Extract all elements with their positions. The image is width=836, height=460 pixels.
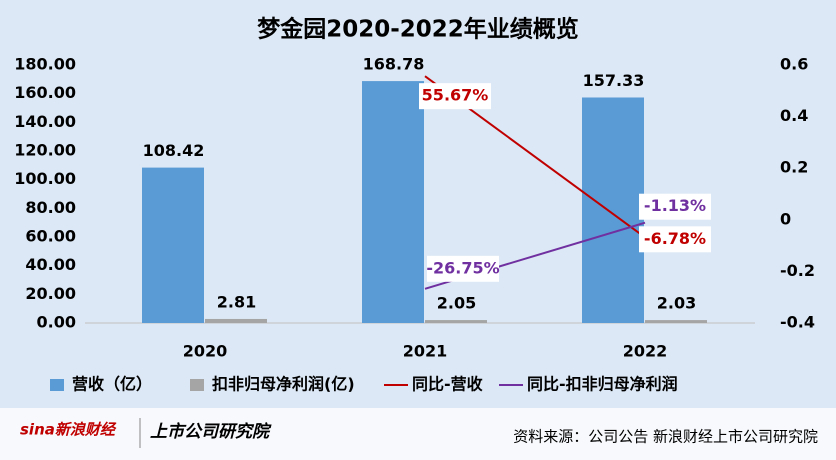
legend-label: 同比-扣非归母净利润: [527, 375, 678, 394]
y2-tick-label: 0.2: [780, 158, 808, 177]
y-tick-label: 80.00: [25, 198, 76, 217]
bar-value-label: 2.03: [657, 294, 696, 313]
line-value-label: -1.13%: [644, 196, 706, 215]
label-box: [419, 83, 491, 110]
bar-value-label: 108.42: [143, 141, 205, 160]
y-tick-label: 120.00: [14, 141, 76, 160]
footer-background: [0, 408, 836, 460]
bar-value-label: 157.33: [583, 71, 645, 90]
y-tick-label: 20.00: [25, 284, 76, 303]
brand-logo: 上市公司研究院: [150, 422, 272, 442]
bar: [142, 167, 204, 323]
y2-tick-label: -0.2: [780, 261, 815, 280]
brand-logo: sina新浪财经: [20, 421, 117, 439]
y-tick-label: 140.00: [14, 112, 76, 131]
y-tick-label: 160.00: [14, 83, 76, 102]
y2-tick-label: -0.4: [780, 313, 815, 332]
label-box: [639, 226, 711, 253]
legend-key: [190, 379, 204, 391]
bar-value-label: 168.78: [363, 55, 425, 74]
x-tick-label: 2021: [403, 342, 448, 361]
legend-label: 同比-营收: [412, 375, 483, 394]
line-value-label: 55.67%: [422, 86, 489, 105]
chart-title: 梦金园2020-2022年业绩概览: [257, 16, 579, 43]
y2-tick-label: 0: [780, 209, 791, 228]
legend-label: 营收（亿）: [72, 375, 152, 394]
label-box: [639, 193, 711, 220]
x-tick-label: 2022: [623, 342, 668, 361]
y-tick-label: 100.00: [14, 169, 76, 188]
bar: [205, 318, 267, 323]
bar: [582, 97, 644, 323]
source-note: 资料来源：公司公告 新浪财经上市公司研究院: [513, 428, 818, 446]
bar-value-label: 2.81: [217, 292, 256, 311]
legend-key: [50, 379, 64, 391]
line-value-label: -6.78%: [644, 229, 706, 248]
y2-tick-label: 0.4: [780, 106, 808, 125]
bar: [645, 320, 707, 323]
y2-tick-label: 0.6: [780, 55, 808, 74]
y-tick-label: 60.00: [25, 227, 76, 246]
x-tick-label: 2020: [183, 342, 228, 361]
line-value-label: -26.75%: [426, 258, 499, 277]
y-tick-label: 0.00: [37, 313, 76, 332]
label-box: [427, 255, 499, 282]
bar: [425, 320, 487, 323]
bar: [362, 81, 424, 323]
legend-label: 扣非归母净利润(亿): [212, 375, 355, 394]
y-tick-label: 180.00: [14, 55, 76, 74]
y-tick-label: 40.00: [25, 255, 76, 274]
bar-value-label: 2.05: [437, 294, 476, 313]
